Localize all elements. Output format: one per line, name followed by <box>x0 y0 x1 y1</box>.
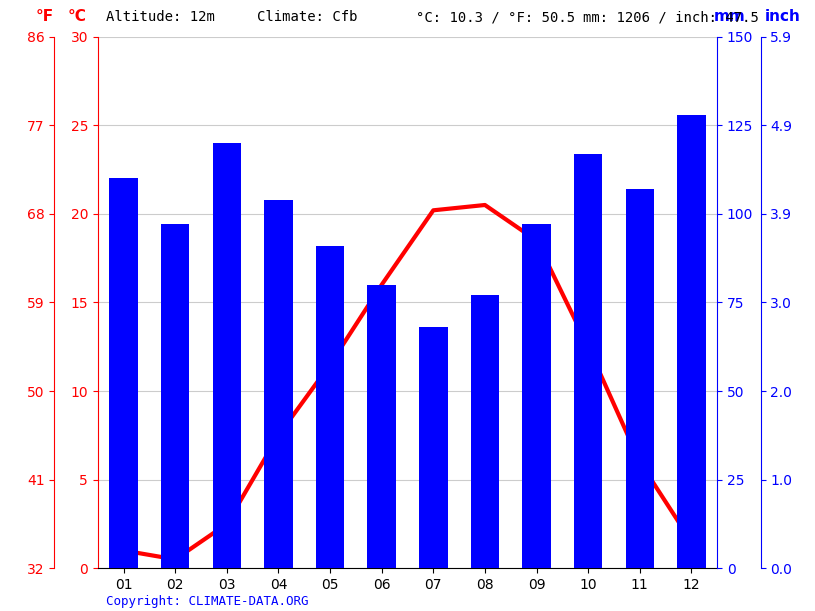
Bar <box>161 224 189 568</box>
Bar <box>471 295 499 568</box>
Bar <box>677 115 706 568</box>
Bar <box>522 224 551 568</box>
Text: °C: 10.3 / °F: 50.5: °C: 10.3 / °F: 50.5 <box>416 10 575 24</box>
Bar <box>368 285 396 568</box>
Text: mm: mm <box>714 9 745 24</box>
Text: Climate: Cfb: Climate: Cfb <box>257 10 357 24</box>
Bar <box>626 189 654 568</box>
Text: mm: 1206 / inch: 47.5: mm: 1206 / inch: 47.5 <box>583 10 759 24</box>
Bar <box>213 143 241 568</box>
Text: °F: °F <box>36 9 54 24</box>
Text: °C: °C <box>68 9 87 24</box>
Text: inch: inch <box>764 9 800 24</box>
Bar <box>109 178 138 568</box>
Bar <box>574 153 602 568</box>
Bar <box>419 327 447 568</box>
Bar <box>316 246 344 568</box>
Text: Altitude: 12m: Altitude: 12m <box>106 10 215 24</box>
Text: Copyright: CLIMATE-DATA.ORG: Copyright: CLIMATE-DATA.ORG <box>106 595 308 608</box>
Bar <box>264 200 293 568</box>
